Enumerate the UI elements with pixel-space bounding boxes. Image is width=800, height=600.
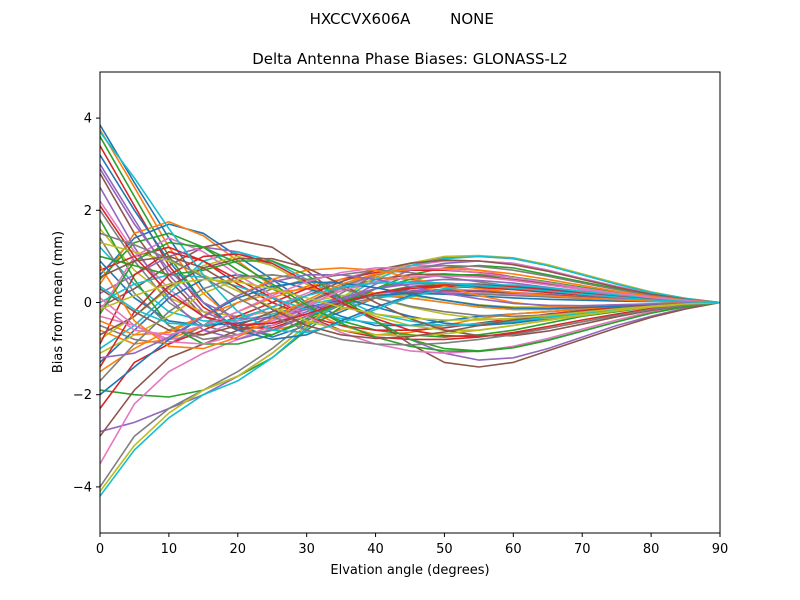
plot-area-frame [99, 71, 721, 534]
y-axis-label: Bias from mean (mm) [51, 231, 66, 373]
series-line-s52 [100, 264, 720, 350]
x-tick-label: 70 [574, 542, 591, 557]
figure-suptitle-radome: NONE [450, 10, 494, 28]
figure-suptitle-antenna: HXCCVX606A [310, 10, 412, 28]
series-line-s60 [100, 281, 720, 327]
series-line-s59 [100, 278, 720, 321]
series-layer [100, 124, 720, 497]
x-tick-label: 50 [436, 542, 453, 557]
x-tick-label: 30 [298, 542, 315, 557]
series-line-s53 [100, 241, 720, 353]
x-tick-label: 0 [96, 542, 104, 557]
series-line-s47 [100, 275, 720, 345]
x-axis-label: Elvation angle (degrees) [330, 563, 489, 578]
series-line-s30 [100, 255, 720, 497]
y-tick-label: 4 [84, 112, 92, 127]
y-tick-label: 0 [84, 296, 92, 311]
x-tick-label: 10 [161, 542, 178, 557]
series-line-s58 [100, 232, 720, 346]
x-tick-label: 80 [643, 542, 660, 557]
x-tick-label: 20 [230, 542, 247, 557]
y-tick-label: 2 [84, 204, 92, 219]
x-tick-label: 40 [367, 542, 384, 557]
series-line-s50 [100, 131, 720, 334]
series-line-s37 [100, 237, 720, 354]
x-tick-label: 60 [505, 542, 522, 557]
chart-title: Delta Antenna Phase Biases: GLONASS-L2 [252, 50, 568, 68]
y-axis-ticks: −4 −2 0 2 4 [73, 112, 100, 495]
x-tick-label: 90 [712, 542, 729, 557]
y-tick-label: −2 [73, 388, 92, 403]
x-axis-ticks: 0 10 20 30 40 50 60 70 80 90 [96, 533, 728, 557]
y-tick-label: −4 [73, 480, 92, 495]
series-line-s55 [100, 274, 720, 359]
series-line-s36 [100, 259, 720, 336]
